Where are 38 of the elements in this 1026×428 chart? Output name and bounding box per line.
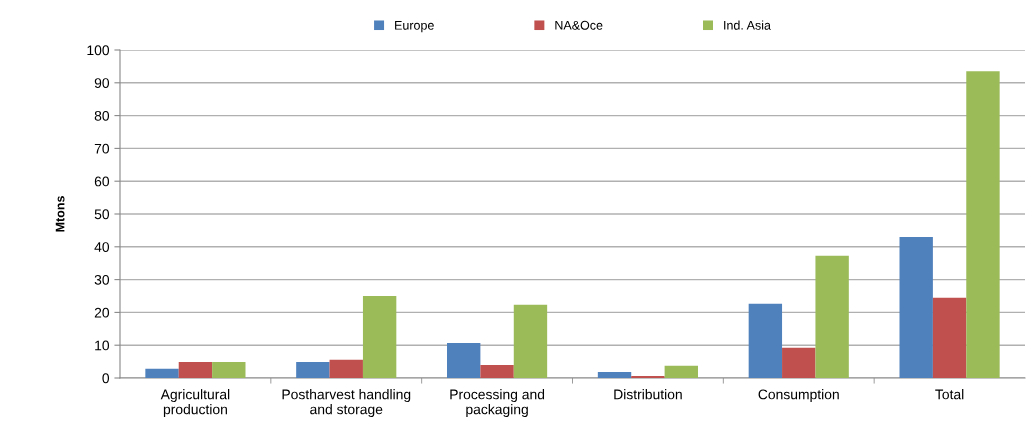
- x-tick-label: Distribution: [614, 389, 682, 400]
- bar: [178, 361, 213, 378]
- bar: [899, 236, 933, 378]
- bar: [664, 365, 698, 378]
- bar: [296, 361, 330, 378]
- x-tick-label: Agricultural production: [160, 389, 230, 418]
- legend-label: NA&Oce: [555, 20, 603, 30]
- y-tick-label: 100: [87, 45, 110, 56]
- x-tick-label: Consumption: [758, 389, 839, 403]
- bar: [447, 342, 481, 378]
- bar: [966, 71, 1000, 378]
- legend-label: Ind. Asia: [724, 20, 771, 30]
- y-axis-title: Mtons: [55, 196, 65, 232]
- bar: [212, 361, 246, 378]
- y-tick-label: 20: [94, 307, 110, 318]
- y-tick-label: 50: [94, 209, 110, 220]
- y-tick-label: 0: [102, 373, 110, 384]
- bar: [782, 347, 816, 378]
- bar: [748, 303, 783, 378]
- bar: [815, 255, 849, 378]
- bar: [932, 297, 967, 378]
- y-tick-label: 10: [95, 340, 110, 351]
- y-tick-label: 30: [94, 274, 110, 285]
- x-tick-label: Processing and packaging: [450, 389, 545, 418]
- bar: [329, 359, 363, 378]
- bar: [513, 304, 548, 378]
- bar: [145, 368, 179, 378]
- y-tick-label: 90: [94, 78, 110, 88]
- y-tick-label: 80: [94, 110, 110, 121]
- bar: [362, 296, 397, 378]
- y-tick-label: 70: [94, 143, 110, 154]
- x-tick-label: Postharvest handling and storage: [282, 389, 411, 418]
- y-tick-label: 60: [94, 176, 110, 187]
- bar: [597, 372, 632, 378]
- y-tick-label: 40: [94, 242, 110, 252]
- x-tick-label: Total: [935, 389, 964, 400]
- bar: [480, 364, 514, 378]
- legend-label: Europe: [395, 21, 434, 33]
